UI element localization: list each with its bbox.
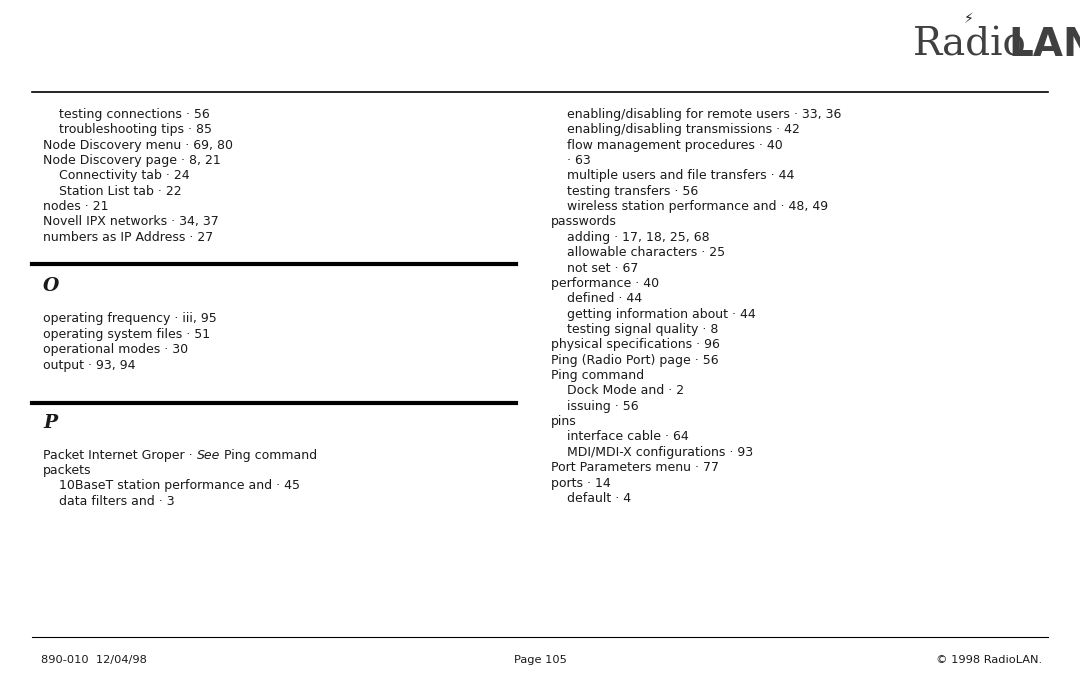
Text: wireless station performance and · 48, 49: wireless station performance and · 48, 4… — [551, 200, 828, 213]
Text: operating system files · 51: operating system files · 51 — [43, 328, 211, 341]
Text: physical specifications · 96: physical specifications · 96 — [551, 339, 719, 351]
Text: Ping (Radio Port) page · 56: Ping (Radio Port) page · 56 — [551, 354, 718, 366]
Text: MDI/MDI-X configurations · 93: MDI/MDI-X configurations · 93 — [551, 446, 753, 459]
Text: Node Discovery page · 8, 21: Node Discovery page · 8, 21 — [43, 154, 221, 167]
Text: testing connections · 56: testing connections · 56 — [43, 108, 210, 121]
Text: testing transfers · 56: testing transfers · 56 — [551, 185, 698, 198]
Text: Port Parameters menu · 77: Port Parameters menu · 77 — [551, 461, 719, 474]
Text: performance · 40: performance · 40 — [551, 277, 659, 290]
Text: defined · 44: defined · 44 — [551, 292, 642, 305]
Text: Node Discovery menu · 69, 80: Node Discovery menu · 69, 80 — [43, 139, 233, 151]
Text: © 1998 RadioLAN.: © 1998 RadioLAN. — [936, 655, 1042, 664]
Text: 10BaseT station performance and · 45: 10BaseT station performance and · 45 — [43, 480, 300, 492]
Text: P: P — [43, 414, 57, 432]
Text: getting information about · 44: getting information about · 44 — [551, 308, 756, 320]
Text: nodes · 21: nodes · 21 — [43, 200, 109, 213]
Text: adding · 17, 18, 25, 68: adding · 17, 18, 25, 68 — [551, 231, 710, 244]
Text: pins: pins — [551, 415, 577, 428]
Text: Novell IPX networks · 34, 37: Novell IPX networks · 34, 37 — [43, 216, 219, 228]
Text: Page 105: Page 105 — [514, 655, 566, 664]
Text: default · 4: default · 4 — [551, 492, 631, 505]
Text: troubleshooting tips · 85: troubleshooting tips · 85 — [43, 124, 212, 136]
Text: ports · 14: ports · 14 — [551, 477, 610, 489]
Text: Dock Mode and · 2: Dock Mode and · 2 — [551, 385, 684, 397]
Text: not set · 67: not set · 67 — [551, 262, 638, 274]
Text: packets: packets — [43, 464, 92, 477]
Text: Ping command: Ping command — [220, 449, 318, 461]
Text: interface cable · 64: interface cable · 64 — [551, 431, 689, 443]
Text: flow management procedures · 40: flow management procedures · 40 — [551, 139, 783, 151]
Text: passwords: passwords — [551, 216, 617, 228]
Text: operational modes · 30: operational modes · 30 — [43, 343, 188, 356]
Text: testing signal quality · 8: testing signal quality · 8 — [551, 323, 718, 336]
Text: Station List tab · 22: Station List tab · 22 — [43, 185, 181, 198]
Text: 890-010  12/04/98: 890-010 12/04/98 — [41, 655, 147, 664]
Text: O: O — [43, 277, 59, 295]
Text: enabling/disabling for remote users · 33, 36: enabling/disabling for remote users · 33… — [551, 108, 841, 121]
Text: output · 93, 94: output · 93, 94 — [43, 359, 136, 371]
Text: Connectivity tab · 24: Connectivity tab · 24 — [43, 170, 190, 182]
Text: Radio: Radio — [913, 27, 1026, 64]
Text: operating frequency · iii, 95: operating frequency · iii, 95 — [43, 313, 217, 325]
Text: multiple users and file transfers · 44: multiple users and file transfers · 44 — [551, 170, 794, 182]
Text: ⚡: ⚡ — [963, 12, 973, 26]
Text: LAN: LAN — [1009, 27, 1080, 64]
Text: · 63: · 63 — [551, 154, 591, 167]
Text: enabling/disabling transmissions · 42: enabling/disabling transmissions · 42 — [551, 124, 799, 136]
Text: allowable characters · 25: allowable characters · 25 — [551, 246, 725, 259]
Text: See: See — [197, 449, 220, 461]
Text: numbers as IP Address · 27: numbers as IP Address · 27 — [43, 231, 214, 244]
Text: Ping command: Ping command — [551, 369, 644, 382]
Text: data filters and · 3: data filters and · 3 — [43, 495, 175, 507]
Text: issuing · 56: issuing · 56 — [551, 400, 638, 413]
Text: Packet Internet Groper ·: Packet Internet Groper · — [43, 449, 197, 461]
